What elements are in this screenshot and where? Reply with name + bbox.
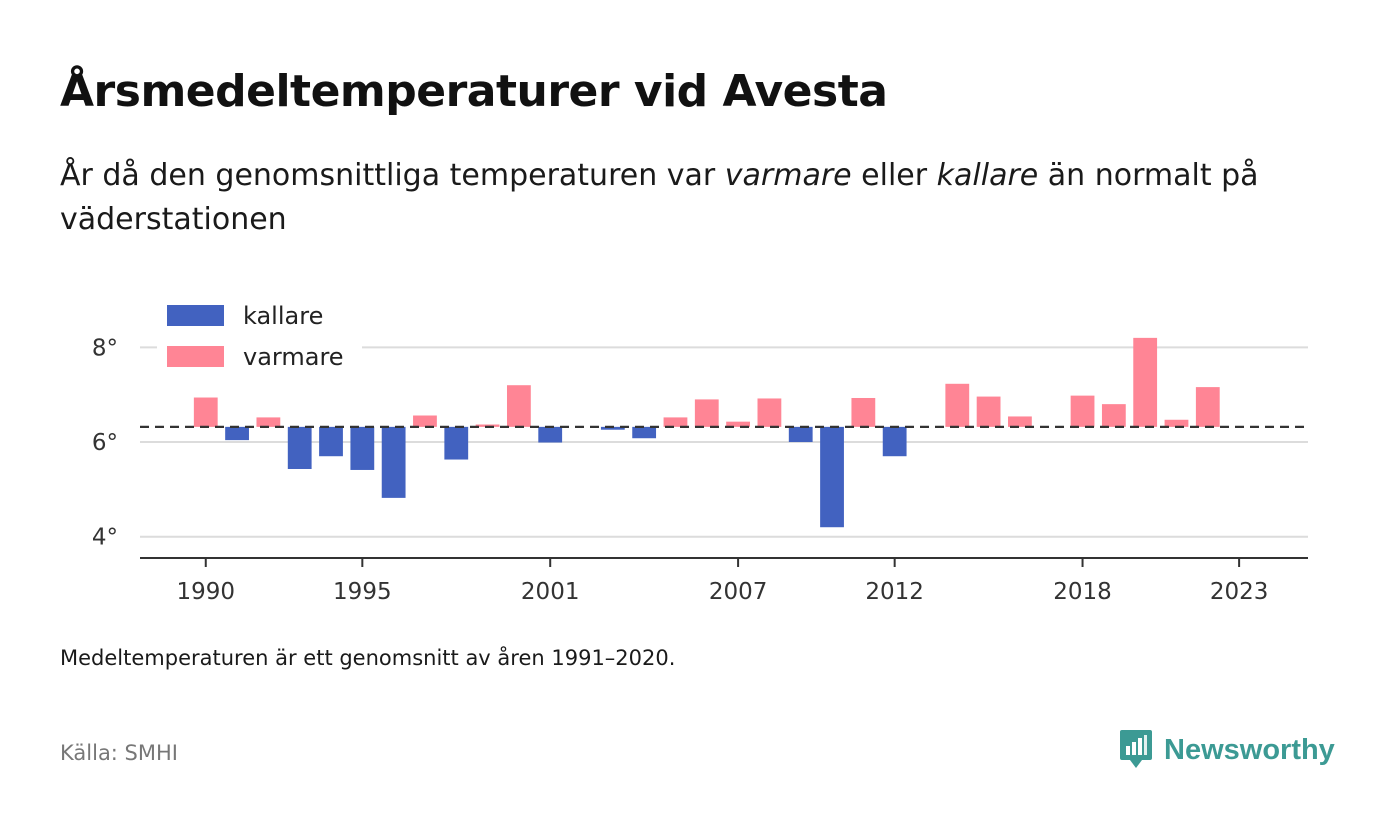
bar-2019: [1101, 404, 1126, 427]
bar-1990: [193, 397, 218, 427]
y-tick-label: 4°: [92, 525, 118, 551]
bar-2011: [851, 397, 876, 427]
bar-2008: [757, 398, 782, 427]
chart-subtitle: År då den genomsnittliga temperaturen va…: [60, 154, 1350, 242]
subtitle-part-1: År då den genomsnittliga temperaturen va…: [60, 158, 725, 193]
x-tick-label: 2007: [709, 579, 768, 605]
bar-1993: [287, 426, 312, 470]
subtitle-part-2: eller: [851, 158, 937, 193]
bar-2001: [538, 426, 563, 443]
bar-1994: [319, 426, 343, 457]
x-tick-label: 1995: [333, 579, 392, 605]
subtitle-part-3: än normalt på väderstationen: [60, 158, 1259, 237]
bar-2000: [506, 385, 531, 427]
bar-2007: [726, 421, 750, 427]
brand-logo: Newsworthy: [1118, 728, 1335, 772]
bar-2006: [694, 399, 719, 427]
bar-1997: [413, 415, 437, 427]
bar-2005: [663, 417, 688, 427]
source-text: Källa: SMHI: [60, 741, 178, 765]
newsworthy-logo-icon: [1120, 730, 1152, 768]
axes: 4° 6° 8° 1990 1995 2001 2007 2012 2018 2023: [92, 335, 1308, 605]
bar-2020: [1133, 337, 1158, 427]
legend-label-varmare: varmare: [243, 343, 344, 371]
bar-1999: [475, 424, 500, 427]
legend: kallare varmare: [157, 295, 362, 377]
bar-2010: [820, 426, 844, 528]
bars: [193, 337, 1220, 528]
bar-2021: [1164, 419, 1189, 427]
chart-note: Medeltemperaturen är ett genomsnitt av å…: [60, 646, 676, 670]
x-tick-label: 2001: [521, 579, 580, 605]
subtitle-cold-word: kallare: [936, 158, 1039, 193]
bar-1995: [350, 426, 375, 470]
legend-label-kallare: kallare: [243, 302, 323, 330]
bar-2003: [600, 426, 625, 430]
chart-title: Årsmedeltemperaturer vid Avesta: [60, 66, 888, 117]
y-tick-label: 8°: [92, 335, 118, 361]
bar-2009: [788, 426, 813, 443]
legend-swatch-kallare: [167, 305, 224, 326]
x-tick-label: 2012: [865, 579, 924, 605]
x-tick-label: 1990: [176, 579, 235, 605]
bar-2004: [632, 426, 657, 439]
bar-1991: [225, 426, 249, 441]
bar-1992: [256, 417, 281, 427]
bar-2014: [945, 383, 970, 427]
bar-2022: [1195, 387, 1220, 427]
brand-name: Newsworthy: [1164, 733, 1335, 766]
subtitle-warm-word: varmare: [724, 158, 852, 193]
bar-2015: [976, 396, 1001, 427]
x-tick-label: 2018: [1053, 579, 1112, 605]
temperature-bar-chart: 4° 6° 8° 1990 1995 2001 2007 2012 2018 2023 kalla…: [91, 295, 1308, 605]
legend-swatch-varmare: [167, 346, 224, 367]
bar-2018: [1070, 395, 1095, 427]
bar-1996: [381, 426, 406, 498]
y-tick-label: 6°: [92, 430, 118, 456]
x-tick-label: 2023: [1210, 579, 1269, 605]
bar-2012: [882, 426, 907, 457]
bar-2016: [1008, 416, 1032, 427]
bar-1998: [444, 426, 469, 460]
